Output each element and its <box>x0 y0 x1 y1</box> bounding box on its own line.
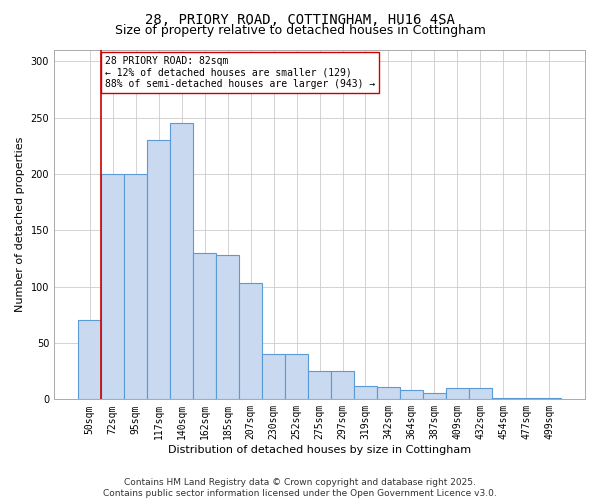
Text: 28, PRIORY ROAD, COTTINGHAM, HU16 4SA: 28, PRIORY ROAD, COTTINGHAM, HU16 4SA <box>145 12 455 26</box>
Text: 28 PRIORY ROAD: 82sqm
← 12% of detached houses are smaller (129)
88% of semi-det: 28 PRIORY ROAD: 82sqm ← 12% of detached … <box>104 56 375 89</box>
X-axis label: Distribution of detached houses by size in Cottingham: Distribution of detached houses by size … <box>168 445 471 455</box>
Bar <box>492 398 515 400</box>
Bar <box>101 174 124 400</box>
Bar <box>377 387 400 400</box>
Bar <box>216 255 239 400</box>
Bar <box>124 174 147 400</box>
Bar <box>354 386 377 400</box>
Y-axis label: Number of detached properties: Number of detached properties <box>15 137 25 312</box>
Bar <box>308 371 331 400</box>
Bar <box>446 388 469 400</box>
Bar <box>78 320 101 400</box>
Bar <box>538 398 561 400</box>
Bar <box>400 390 423 400</box>
Text: Contains HM Land Registry data © Crown copyright and database right 2025.
Contai: Contains HM Land Registry data © Crown c… <box>103 478 497 498</box>
Bar <box>262 354 285 400</box>
Bar <box>331 371 354 400</box>
Bar <box>515 398 538 400</box>
Text: Size of property relative to detached houses in Cottingham: Size of property relative to detached ho… <box>115 24 485 37</box>
Bar <box>170 123 193 400</box>
Bar <box>285 354 308 400</box>
Bar <box>147 140 170 400</box>
Bar <box>423 392 446 400</box>
Bar <box>239 284 262 400</box>
Bar <box>193 253 216 400</box>
Bar <box>469 388 492 400</box>
